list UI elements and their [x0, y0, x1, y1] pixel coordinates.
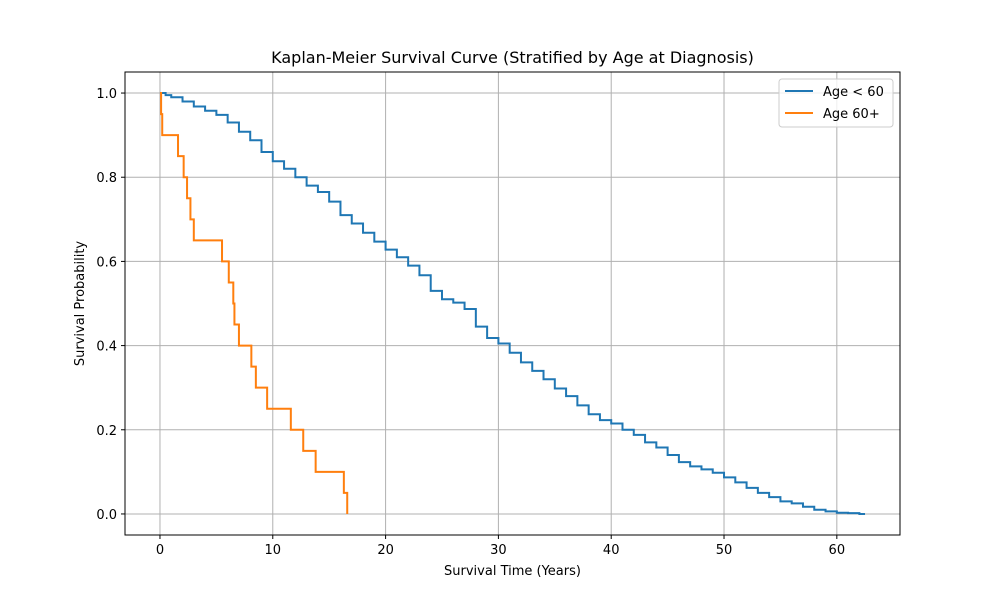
series-line-age-60-plus [159, 92, 349, 514]
plot-frame [124, 71, 901, 536]
legend: Age < 60 Age 60+ [778, 78, 894, 128]
x-tick-label: 0 [156, 543, 164, 558]
y-tick-label: 0.6 [96, 255, 117, 270]
x-tick-label: 10 [265, 543, 282, 558]
legend-label-age-60-plus: Age 60+ [823, 107, 880, 122]
series-line-age-under-60 [159, 92, 866, 515]
x-tick-label: 30 [490, 543, 507, 558]
grid-lines [125, 72, 900, 535]
series-lines [159, 92, 866, 515]
x-tick-label: 20 [377, 543, 394, 558]
x-tick-label: 50 [716, 543, 733, 558]
y-axis-title: Survival Probability [73, 241, 88, 367]
y-tick-label: 0.8 [96, 171, 117, 186]
chart-title: Kaplan-Meier Survival Curve (Stratified … [271, 48, 754, 67]
x-axis-title: Survival Time (Years) [444, 564, 581, 579]
x-tick-label: 60 [829, 543, 846, 558]
y-tick-label: 0.4 [96, 340, 117, 355]
x-tick-label: 40 [603, 543, 620, 558]
y-tick-label: 1.0 [96, 87, 117, 102]
legend-label-age-under-60: Age < 60 [823, 85, 884, 100]
axis-ticks: 0 10 20 30 40 50 60 0.0 0.2 0.4 0.6 0.8 1.0 [96, 87, 845, 558]
y-tick-label: 0.0 [96, 508, 117, 523]
y-tick-label: 0.2 [96, 424, 117, 439]
